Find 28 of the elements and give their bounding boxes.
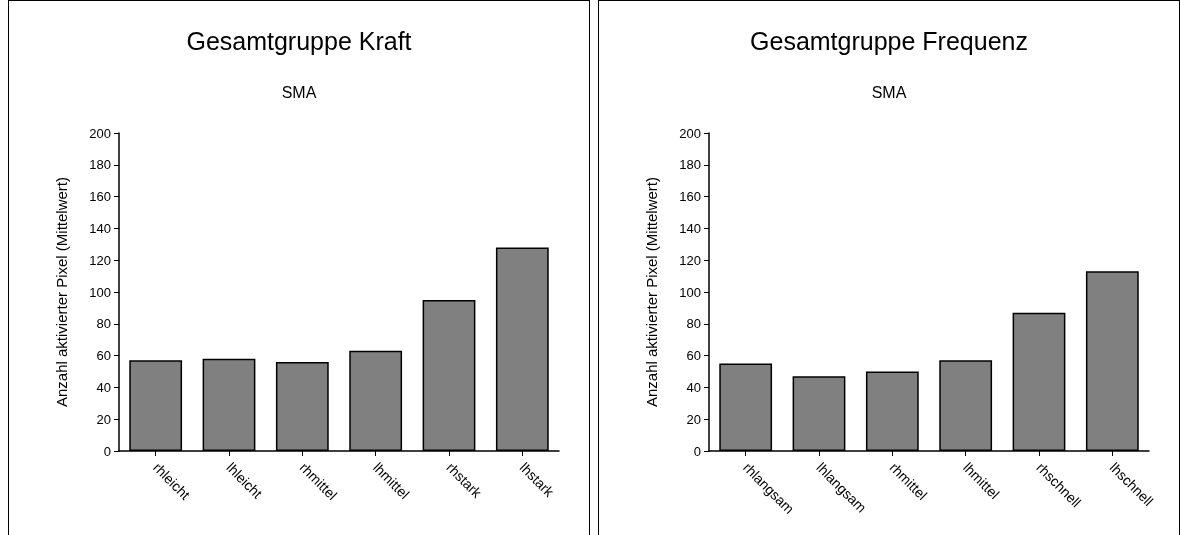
y-tick-label: 100	[89, 284, 111, 300]
chart-subtitle: SMA	[281, 83, 317, 101]
y-tick-label: 20	[686, 411, 701, 427]
chart-subtitle: SMA	[871, 83, 907, 101]
chart-title: Gesamtgruppe Frequenz	[750, 26, 1028, 55]
y-tick-label: 160	[89, 189, 111, 205]
y-tick-label: 200	[89, 125, 111, 141]
y-tick-label: 20	[96, 411, 111, 427]
y-tick-label: 0	[693, 443, 701, 459]
y-axis-title: Anzahl aktivierter Pixel (Mittelwert)	[53, 176, 70, 408]
y-tick-label: 0	[103, 443, 111, 459]
y-tick-label: 60	[96, 348, 111, 364]
y-tick-label: 200	[679, 125, 701, 141]
y-tick-label: 80	[686, 316, 701, 332]
y-tick-label: 80	[96, 316, 111, 332]
y-tick-label: 180	[679, 157, 701, 173]
y-tick-label: 160	[679, 189, 701, 205]
y-tick-label: 40	[686, 379, 701, 395]
y-tick-label: 100	[679, 284, 701, 300]
y-tick-label: 180	[89, 157, 111, 173]
y-tick-label: 40	[96, 379, 111, 395]
y-tick-label: 140	[89, 220, 111, 236]
y-tick-label: 60	[686, 348, 701, 364]
chart-title: Gesamtgruppe Kraft	[186, 26, 412, 55]
y-tick-label: 120	[89, 252, 111, 268]
y-tick-label: 140	[679, 220, 701, 236]
y-axis-title: Anzahl aktivierter Pixel (Mittelwert)	[643, 176, 660, 408]
y-tick-label: 120	[679, 252, 701, 268]
